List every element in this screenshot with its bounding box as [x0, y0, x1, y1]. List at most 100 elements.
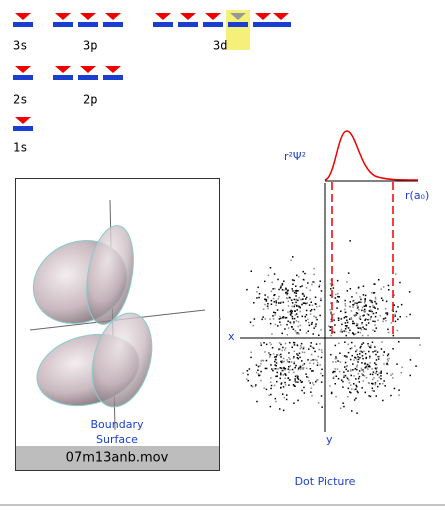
dot	[339, 407, 342, 409]
dot	[284, 368, 286, 371]
dot	[317, 361, 319, 364]
dot	[348, 382, 351, 384]
movie-panel[interactable]: Boundary Surface 07m13anb.mov	[15, 178, 220, 471]
dot	[287, 368, 290, 370]
dot	[273, 273, 276, 275]
dot	[293, 305, 295, 308]
dot	[274, 287, 276, 290]
dot	[343, 355, 346, 357]
dot	[329, 294, 332, 297]
dot	[318, 348, 320, 351]
dot	[385, 312, 387, 314]
dot	[316, 318, 318, 321]
dot	[286, 297, 289, 300]
dot	[357, 331, 359, 334]
dot	[383, 363, 385, 365]
dot	[354, 315, 356, 317]
dot	[375, 395, 377, 397]
dot	[337, 360, 339, 362]
dot	[275, 356, 277, 358]
dot	[287, 377, 289, 379]
dot	[337, 295, 339, 298]
dot	[361, 387, 363, 389]
dot	[381, 341, 383, 343]
dot	[274, 323, 277, 326]
dot	[312, 382, 314, 384]
dot	[299, 324, 302, 327]
dot	[356, 364, 358, 366]
dot	[401, 366, 403, 369]
dot	[311, 304, 314, 306]
dot	[282, 386, 285, 388]
orbital-bar	[103, 75, 123, 80]
dot	[391, 373, 394, 375]
dot	[288, 366, 290, 368]
dot	[321, 406, 323, 408]
dot	[380, 371, 382, 373]
dot	[343, 330, 345, 332]
dot	[352, 363, 354, 365]
orbital-bar	[203, 22, 223, 27]
dot	[334, 358, 337, 360]
dot	[355, 384, 357, 387]
orbital-bar	[13, 75, 33, 80]
dot	[349, 288, 352, 290]
dot	[301, 315, 303, 318]
dot	[347, 327, 350, 329]
dot	[298, 333, 300, 335]
dot	[297, 399, 299, 402]
dot	[296, 374, 298, 377]
dot	[368, 310, 371, 312]
dot	[384, 385, 386, 387]
x-axis-label: r(a₀)	[405, 189, 429, 202]
dot	[361, 306, 364, 309]
dot	[344, 374, 347, 377]
dot	[277, 298, 280, 300]
dot	[270, 393, 272, 396]
dot	[363, 311, 366, 313]
dot	[313, 281, 316, 283]
dot	[293, 385, 295, 387]
dot	[393, 304, 395, 306]
dot	[374, 362, 376, 364]
dot	[337, 301, 340, 303]
dot	[334, 297, 337, 299]
dot	[262, 316, 264, 318]
dot	[260, 379, 262, 382]
dot	[260, 344, 262, 346]
electron	[105, 13, 121, 20]
dot	[374, 298, 377, 300]
dot	[288, 352, 290, 354]
electron	[55, 13, 71, 20]
dot	[297, 381, 299, 383]
dot	[293, 322, 295, 324]
dot	[376, 373, 379, 376]
dot	[313, 273, 315, 276]
dot	[292, 341, 295, 344]
dot	[256, 297, 258, 299]
dot	[289, 379, 291, 381]
dot	[298, 305, 300, 308]
level-label: 1s	[13, 141, 27, 155]
dot	[290, 259, 292, 262]
caption: Boundary	[91, 418, 144, 431]
dot	[358, 375, 361, 378]
dot	[399, 281, 401, 284]
dot	[279, 315, 281, 318]
dot	[271, 368, 273, 370]
dot	[362, 370, 365, 373]
dot	[340, 328, 343, 331]
dot	[286, 293, 288, 296]
dot	[330, 302, 332, 304]
dot	[270, 299, 273, 302]
dot	[302, 278, 305, 281]
dot	[289, 310, 291, 313]
dot	[305, 302, 307, 305]
dot	[302, 368, 304, 370]
dot	[293, 362, 295, 365]
filename-bar	[16, 446, 219, 470]
dot	[314, 350, 316, 353]
dot	[352, 322, 354, 325]
dot	[291, 368, 294, 371]
dot	[334, 324, 336, 326]
